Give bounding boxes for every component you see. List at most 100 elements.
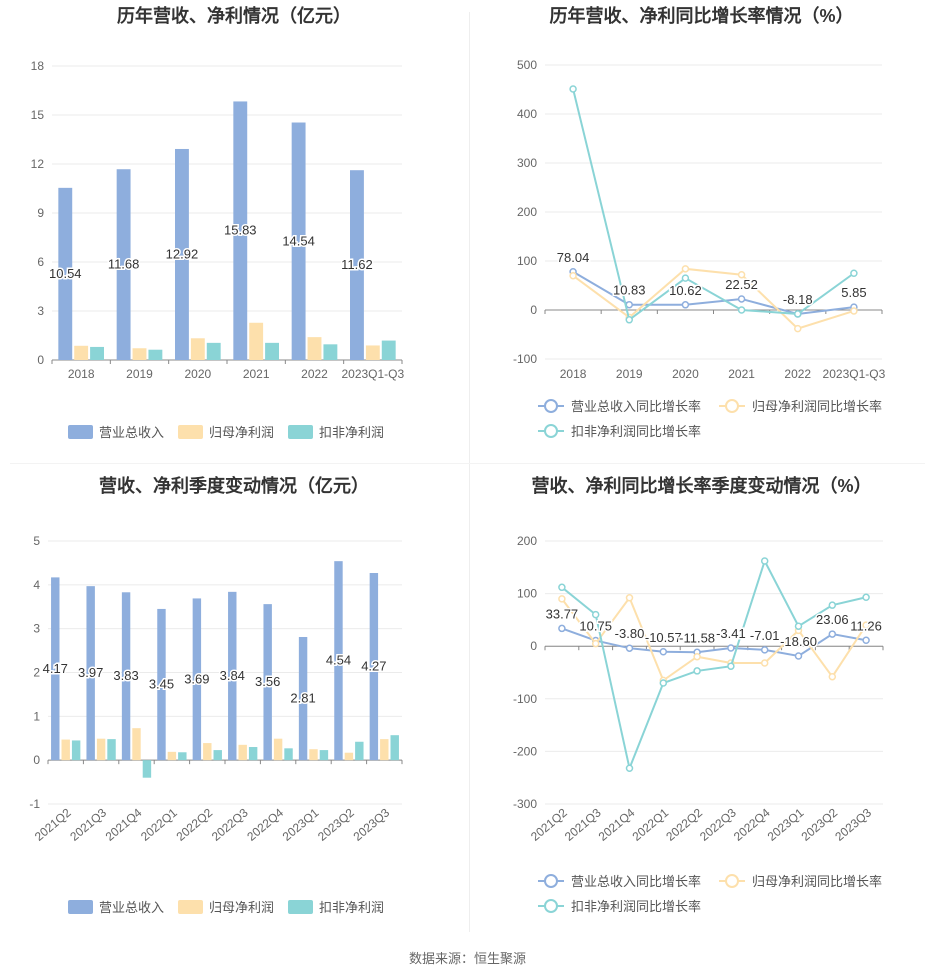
quarterly-growth-rate-svg: 营收、净利同比增长率季度变动情况（%） -300 -200 -100 0 100 200 20… (513, 475, 884, 914)
line-value-label: 10.75 (579, 619, 612, 634)
quarterly-growth-rate-chart: 营收、净利同比增长率季度变动情况（%） -300 -200 -100 0 100 200 20… (468, 470, 935, 940)
line-value-label: -10.57 (645, 630, 682, 645)
x-tick-label: 2022 (784, 367, 811, 381)
x-tick-label: 2021Q2 (32, 805, 74, 843)
bar-net-profit (74, 345, 89, 360)
line-point (558, 624, 566, 633)
bar-deducted-profit (178, 752, 187, 761)
bar-revenue (192, 598, 202, 761)
bar-deducted-profit (107, 739, 116, 761)
legend-marker (544, 874, 558, 888)
chart-title: 营收、净利季度变动情况（亿元） (99, 475, 369, 496)
line-point (558, 583, 566, 592)
bar-net-profit (238, 744, 247, 761)
line-point (625, 316, 633, 324)
legend-swatch (68, 425, 93, 439)
x-tick-label: 2023Q3 (832, 805, 874, 843)
bar-value-label: 4.54 (326, 653, 351, 668)
line-point (862, 636, 870, 645)
y-tick-label: -200 (513, 744, 537, 758)
line-point (659, 648, 668, 656)
y-tick-label: 4 (33, 578, 40, 592)
legend-swatch (288, 425, 313, 439)
x-tick-label: 2021Q3 (562, 805, 604, 843)
y-tick-label: 12 (31, 157, 45, 171)
line-point (850, 269, 858, 277)
bar-deducted-profit (90, 346, 104, 360)
legend-label: 营业总收入同比增长率 (571, 874, 701, 889)
y-tick-label: 9 (37, 206, 44, 220)
legend-label: 扣非净利润 (319, 900, 384, 915)
legend-marker (544, 399, 558, 413)
y-tick-label: -1 (29, 797, 40, 811)
line-point (625, 300, 633, 309)
y-tick-label: 100 (517, 587, 537, 601)
line-point (760, 659, 769, 667)
y-tick-label: 5 (33, 534, 40, 548)
x-tick-label: 2023Q3 (351, 805, 393, 843)
legend-label: 营业总收入 (99, 900, 164, 915)
line-value-label: 5.85 (841, 285, 866, 300)
y-tick-label: 0 (37, 353, 44, 367)
line-value-label: -3.80 (615, 626, 645, 641)
x-tick-label: 2021Q4 (103, 805, 145, 843)
bar-value-label: 15.83 (224, 223, 257, 238)
x-tick-label: 2018 (560, 367, 587, 381)
y-tick-label: 0 (530, 639, 537, 653)
line-point (681, 265, 690, 273)
bar-deducted-profit (284, 748, 293, 761)
y-tick-label: 500 (517, 58, 537, 72)
y-tick-label: 0 (33, 753, 40, 767)
x-tick-label: 2022Q4 (244, 805, 286, 843)
y-tick-label: 6 (37, 255, 44, 269)
line-point (681, 274, 690, 282)
bar-deducted-profit (265, 342, 279, 360)
line-point (659, 679, 668, 687)
line-point (794, 652, 803, 660)
annual-growth-rate-svg: 历年营收、净利同比增长率情况（%） -100 0 100 200 300 400 500 201… (513, 5, 886, 439)
x-tick-label: 2022Q1 (138, 805, 180, 843)
bar-revenue (233, 101, 248, 361)
line-point (625, 644, 634, 652)
y-tick-label: 1 (33, 709, 40, 723)
line-revenue-growth (572, 270, 855, 316)
vertical-divider (469, 12, 470, 932)
bar-revenue (51, 577, 60, 761)
x-tick-label: 2018 (68, 367, 95, 381)
bar-revenue (121, 592, 131, 761)
x-tick-label: 2023Q1 (765, 805, 807, 843)
line-point (794, 310, 802, 318)
line-point (760, 557, 769, 565)
legend-swatch (178, 425, 203, 439)
legend-label: 扣非净利润 (319, 425, 384, 440)
bar-value-label: 10.54 (49, 266, 82, 281)
data-source-note: 数据来源：恒生聚源 (408, 951, 526, 966)
line-point (625, 594, 634, 602)
bar-value-label: 3.84 (220, 668, 245, 683)
bar-deducted-profit (319, 750, 329, 761)
line-value-label: -11.58 (679, 630, 715, 645)
bar-deducted-profit (390, 735, 399, 761)
x-tick-label: 2022Q1 (630, 805, 672, 843)
line-point (828, 630, 837, 638)
line-value-label: -8.18 (783, 292, 813, 307)
bar-revenue (263, 604, 272, 761)
bar-deducted-profit (381, 340, 396, 360)
line-value-label: 10.83 (613, 283, 646, 298)
legend-marker (544, 899, 558, 913)
line-value-label: 33.77 (546, 606, 579, 621)
bar-net-profit (132, 728, 141, 761)
line-net-profit-growth (572, 267, 855, 330)
x-tick-label: 2019 (616, 367, 643, 381)
line-value-label: 78.04 (557, 250, 590, 265)
bar-revenue (175, 148, 189, 360)
chart-title: 历年营收、净利情况（亿元） (117, 5, 351, 26)
legend-swatch (178, 900, 203, 914)
bar-value-label: 3.97 (78, 665, 103, 680)
bar-revenue (334, 561, 343, 761)
bar-net-profit (380, 739, 389, 761)
y-tick-label: 18 (31, 59, 45, 73)
bar-value-label: 14.54 (282, 233, 315, 248)
bar-revenue (350, 170, 364, 360)
y-tick-label: -100 (513, 352, 537, 366)
